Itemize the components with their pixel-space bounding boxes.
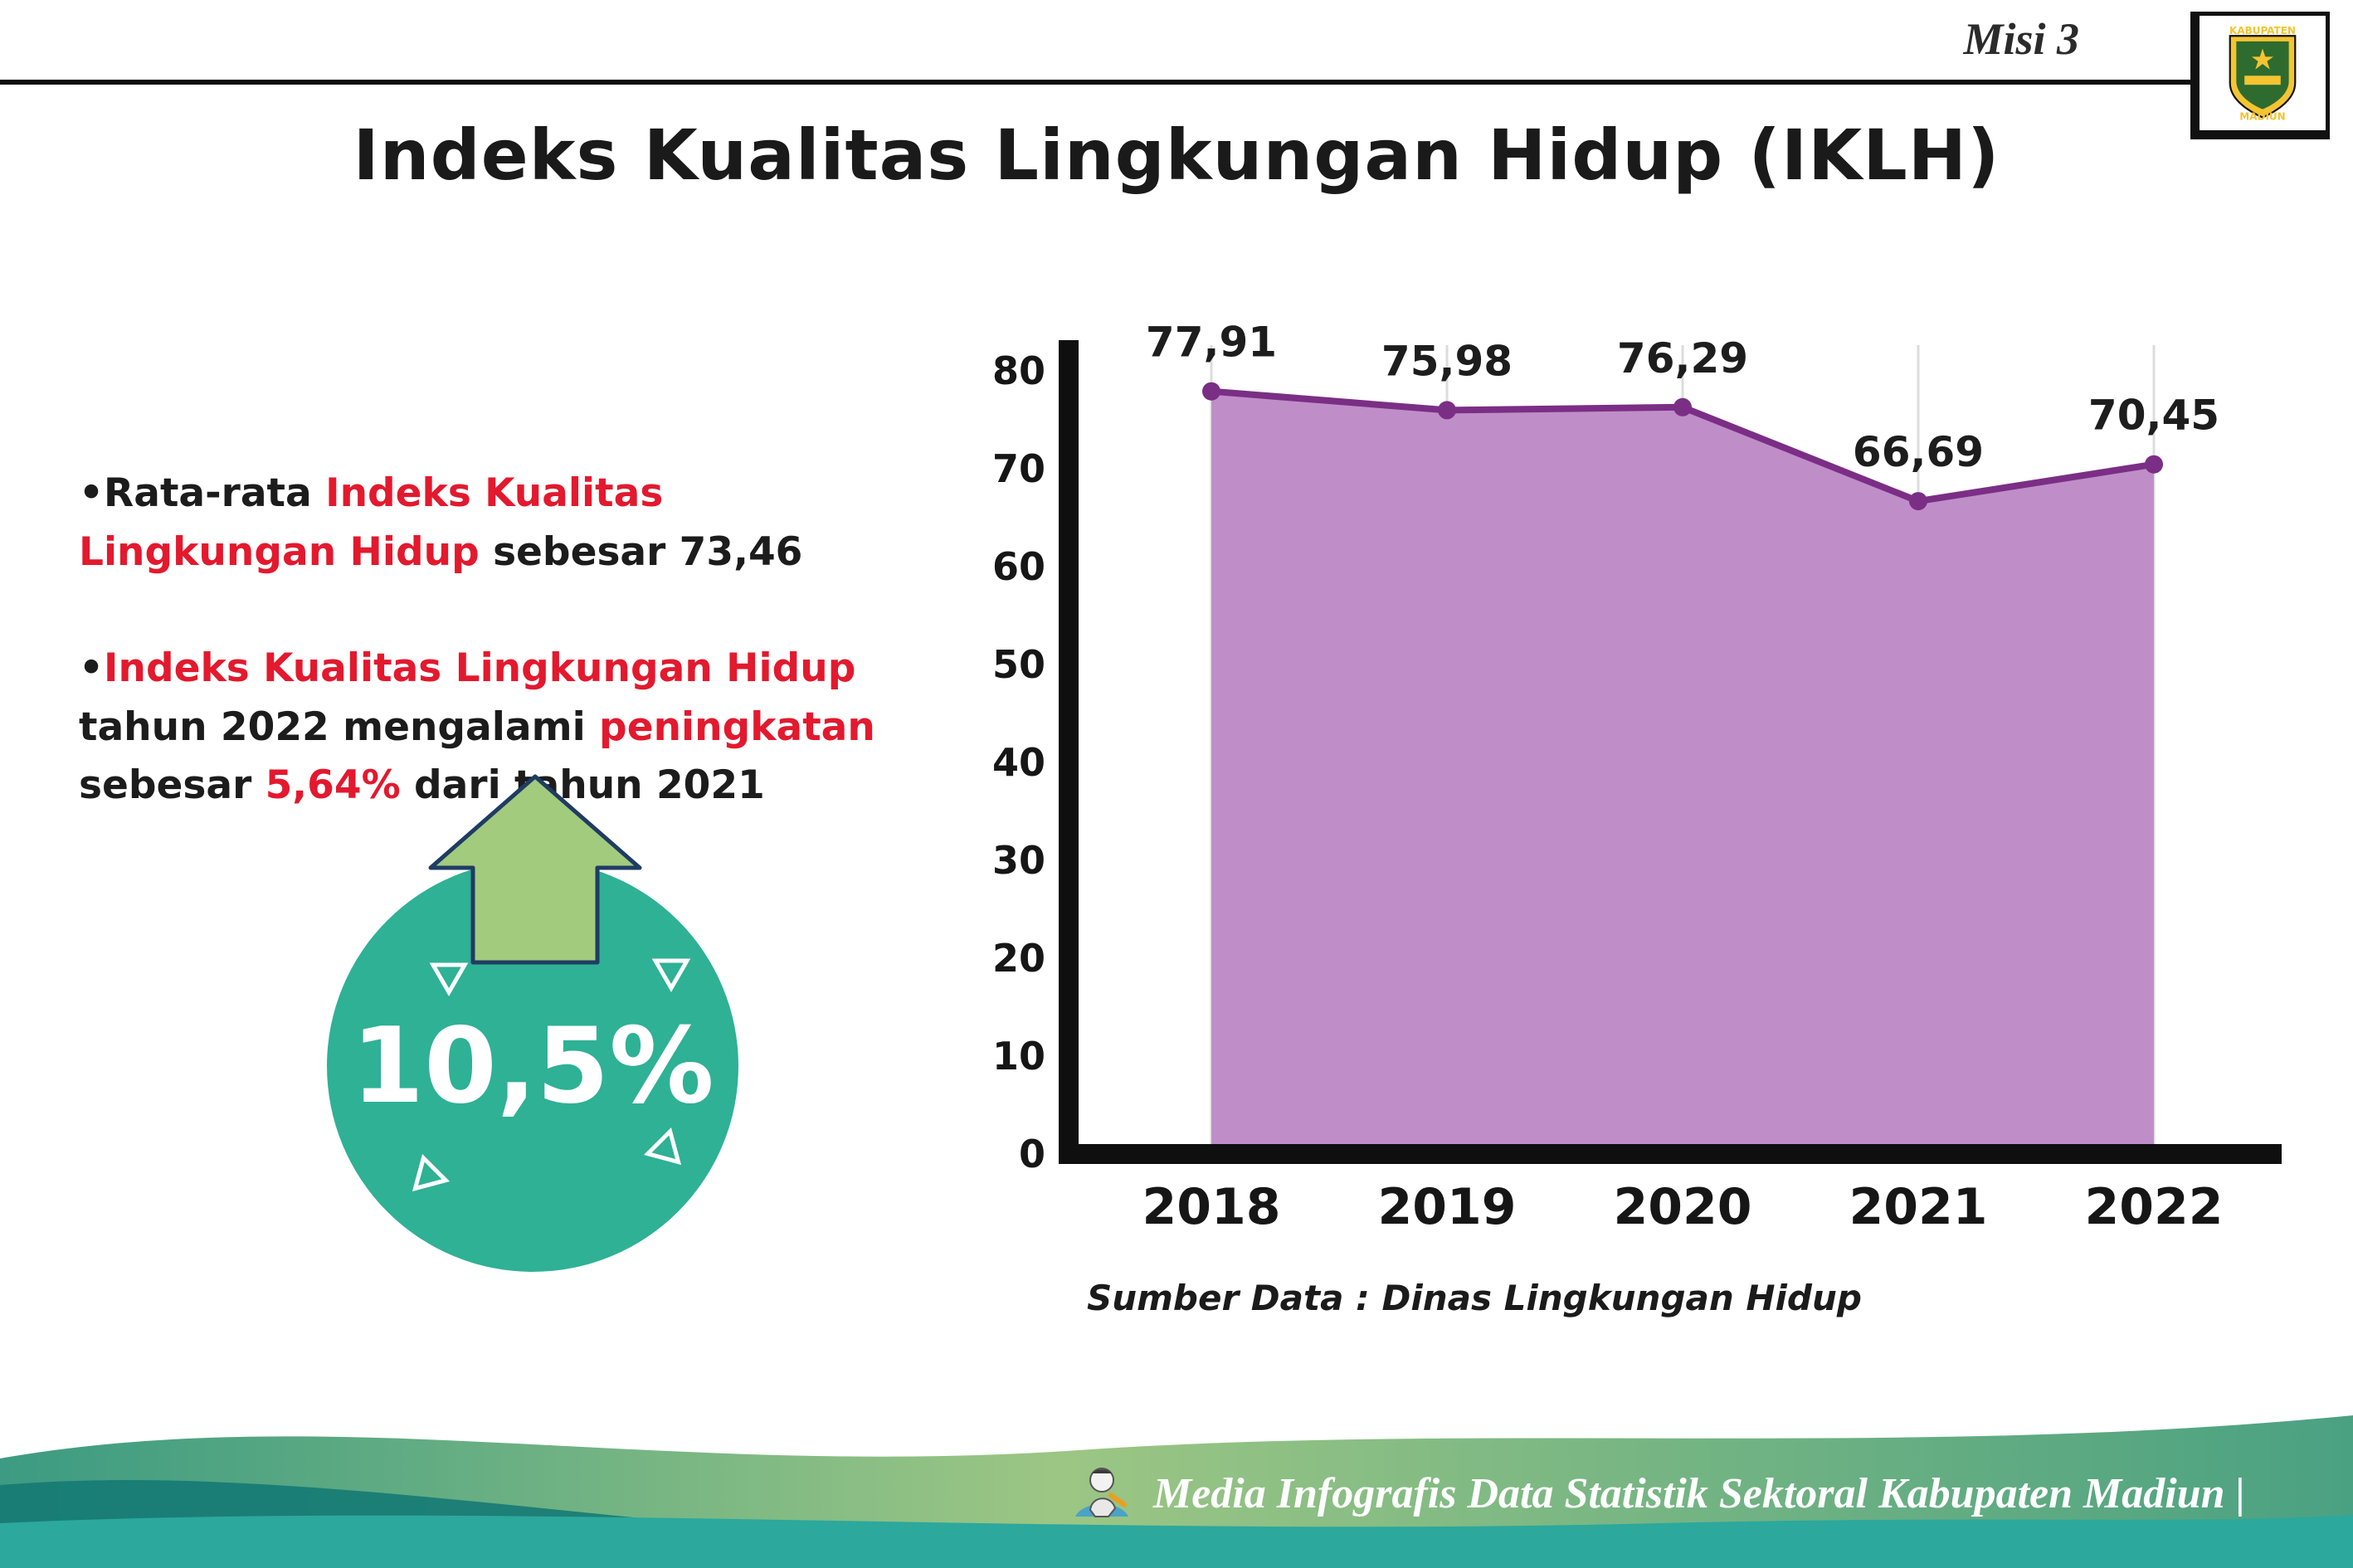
svg-text:77,91: 77,91 bbox=[1146, 319, 1277, 367]
svg-text:66,69: 66,69 bbox=[1853, 428, 1984, 476]
page-title: Indeks Kualitas Lingkungan Hidup (IKLH) bbox=[353, 114, 2000, 196]
bullet1-highlight: Indeks Kualitas Lingkungan Hidup bbox=[79, 470, 664, 575]
svg-text:2020: 2020 bbox=[1614, 1178, 1752, 1236]
bullet2-highlight2: peningkatan bbox=[599, 704, 875, 750]
mascot-icon bbox=[1074, 1468, 1128, 1517]
bullet-marker: • bbox=[79, 645, 105, 691]
iklh-area-chart: 0 10 20 30 40 50 60 70 80 2018 2019 2020 2021 2022 77,… bbox=[992, 319, 2282, 1236]
svg-text:20: 20 bbox=[992, 936, 1045, 981]
svg-text:2021: 2021 bbox=[1849, 1178, 1988, 1236]
svg-text:2019: 2019 bbox=[1378, 1178, 1517, 1236]
top-rule bbox=[0, 80, 2190, 85]
bullet-marker: • bbox=[79, 470, 105, 516]
logo-text-top: KABUPATEN bbox=[2229, 25, 2296, 37]
svg-text:75,98: 75,98 bbox=[1381, 337, 1513, 385]
kabupaten-madiun-logo: KABUPATEN MADIUN bbox=[2190, 12, 2330, 139]
badge-value: 10,5% bbox=[351, 1005, 714, 1127]
svg-text:70: 70 bbox=[992, 446, 1045, 491]
bullet2-highlight1: Indeks Kualitas Lingkungan Hidup bbox=[104, 645, 856, 691]
footer-wave-teal bbox=[0, 1515, 2353, 1568]
svg-text:70,45: 70,45 bbox=[2088, 392, 2219, 440]
svg-text:80: 80 bbox=[992, 348, 1045, 393]
svg-text:60: 60 bbox=[992, 544, 1045, 589]
up-arrow-icon bbox=[428, 774, 642, 965]
svg-text:76,29: 76,29 bbox=[1617, 334, 1748, 382]
svg-text:0: 0 bbox=[1019, 1132, 1045, 1176]
badge-tick-triangles bbox=[412, 958, 691, 1192]
svg-text:10: 10 bbox=[992, 1034, 1045, 1079]
bullet2-text2: sebesar bbox=[79, 762, 266, 808]
logo-text-bottom: MADIUN bbox=[2239, 111, 2285, 123]
bullet2-text1: tahun 2022 mengalami bbox=[79, 704, 600, 750]
footer-waves bbox=[0, 1415, 2353, 1568]
increase-badge: 10,5% bbox=[327, 774, 738, 1272]
bullet1-text: Rata-rata bbox=[104, 470, 326, 516]
bullet2-text3: dari tahun 2021 bbox=[400, 762, 765, 808]
iklh-chart: 0 10 20 30 40 50 60 70 80 2018 2019 2020 2021 2022 77,… bbox=[954, 307, 2315, 1269]
bullet-average-iklh: •Rata-rata Indeks Kualitas Lingkungan Hi… bbox=[79, 465, 909, 582]
svg-text:2018: 2018 bbox=[1142, 1178, 1281, 1236]
footer-text: Media Infografis Data Statistik Sektoral… bbox=[1152, 1469, 2245, 1517]
madiun-crest-icon: KABUPATEN MADIUN bbox=[2229, 25, 2297, 123]
footer-caption: Media Infografis Data Statistik Sektoral… bbox=[1067, 1458, 2245, 1528]
bullet2-percent: 5,64% bbox=[265, 762, 401, 808]
svg-text:30: 30 bbox=[992, 838, 1045, 883]
svg-text:50: 50 bbox=[992, 642, 1045, 687]
svg-text:40: 40 bbox=[992, 740, 1045, 785]
bullet1-value: sebesar 73,46 bbox=[479, 528, 803, 575]
misi-label: Misi 3 bbox=[1963, 14, 2079, 64]
bullet-increase-iklh: •Indeks Kualitas Lingkungan Hidup tahun … bbox=[79, 640, 909, 816]
source-note: Sumber Data : Dinas Lingkungan Hidup bbox=[1087, 1278, 1862, 1318]
bullet-list: •Rata-rata Indeks Kualitas Lingkungan Hi… bbox=[79, 465, 909, 816]
svg-text:2022: 2022 bbox=[2085, 1178, 2224, 1236]
